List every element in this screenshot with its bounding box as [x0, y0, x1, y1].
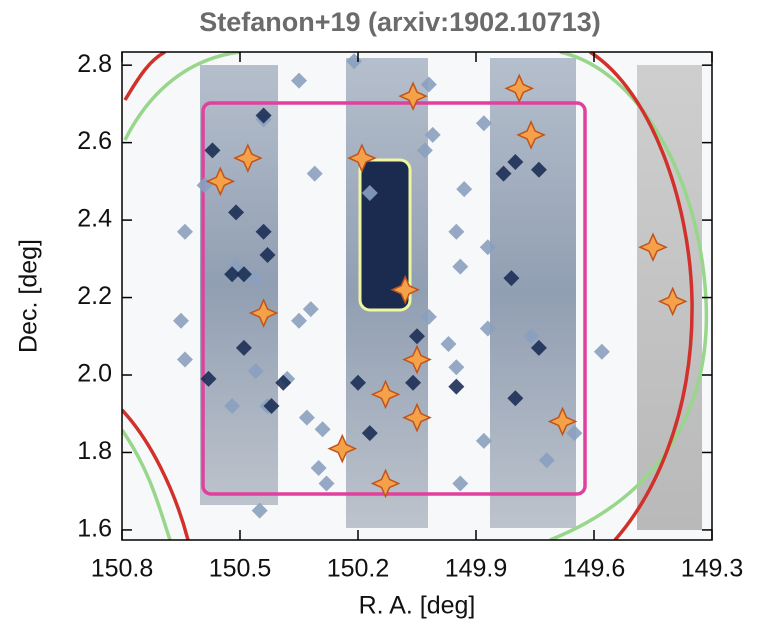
y-tick-label: 1.6 [77, 515, 112, 543]
x-tick-label: 149.6 [563, 555, 626, 583]
y-tick-label: 2.6 [77, 127, 112, 155]
x-tick-label: 149.3 [681, 555, 744, 583]
page: {"chart_data": {"type": "scatter", "titl… [0, 0, 768, 630]
x-tick-label: 150.2 [327, 555, 390, 583]
chart-title: Stefanon+19 (arxiv:1902.10713) [199, 7, 600, 37]
y-tick-label: 2.4 [77, 205, 112, 233]
x-tick-label: 149.9 [445, 555, 508, 583]
y-axis-label: Dec. [deg] [15, 239, 43, 353]
chart: Stefanon+19 (arxiv:1902.10713) R. A. [de… [0, 0, 768, 630]
y-tick-label: 2.0 [77, 360, 112, 388]
y-tick-label: 2.2 [77, 282, 112, 310]
y-tick-label: 2.8 [77, 50, 112, 78]
sky-image [122, 52, 712, 540]
image-stripe [200, 65, 278, 505]
x-axis-label: R. A. [deg] [359, 592, 476, 620]
x-tick-label: 150.8 [91, 555, 154, 583]
x-tick-label: 150.5 [209, 555, 272, 583]
y-tick-label: 1.8 [77, 437, 112, 465]
